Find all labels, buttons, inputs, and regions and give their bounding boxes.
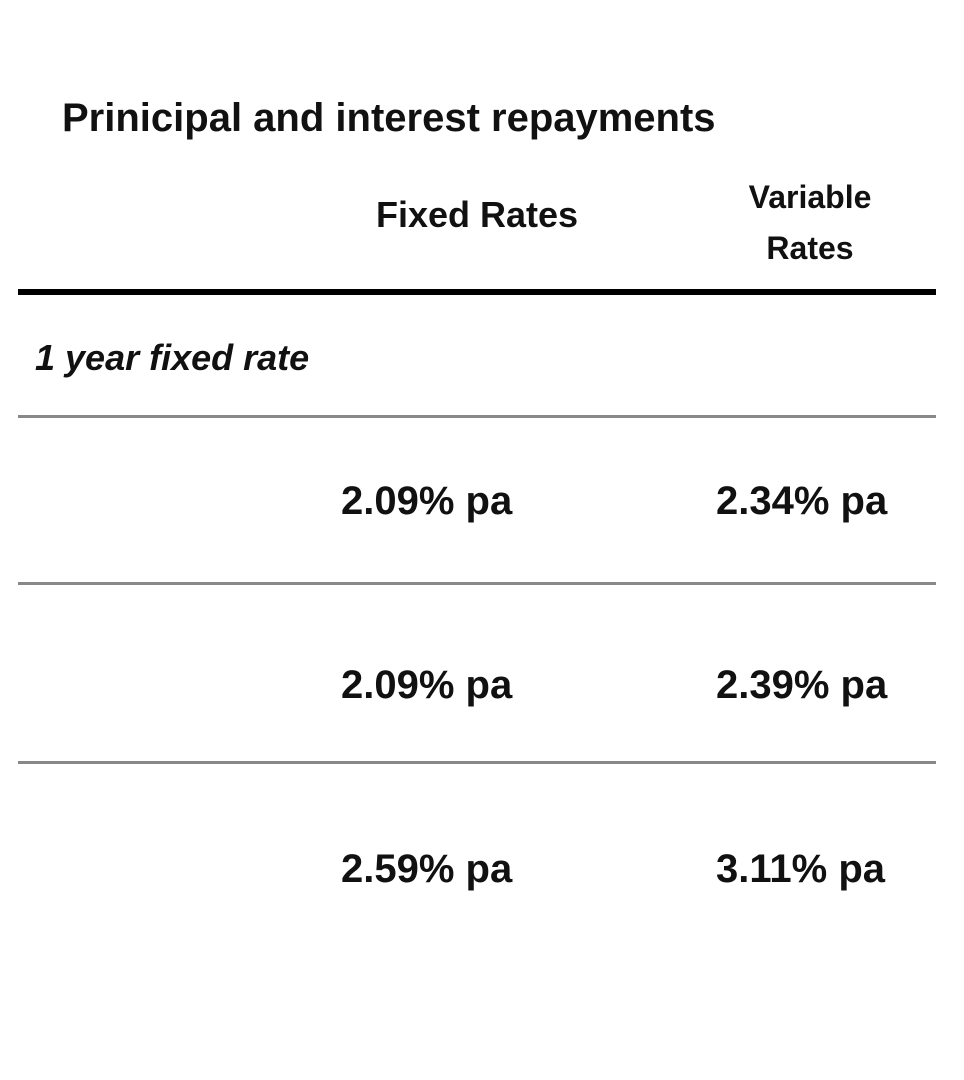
rate-cell: 2.39% pa [716,663,888,707]
rate-cell: 2.09% pa [341,479,513,523]
row-rule [18,582,936,585]
row-rule [18,761,936,764]
title: Prinicipal and interest repayments [62,96,716,140]
section-label: 1 year fixed rate [35,337,310,378]
column-header: Fixed Rates [375,194,579,235]
rate-cell: 2.09% pa [341,663,513,707]
rate-cell: 2.59% pa [341,847,513,891]
row-rule [18,415,936,418]
column-header: Variable Rates [748,179,872,266]
rate-cell: 2.34% pa [716,479,888,523]
rate-cell: 3.11% pa [716,847,886,891]
header-rule [18,289,936,295]
